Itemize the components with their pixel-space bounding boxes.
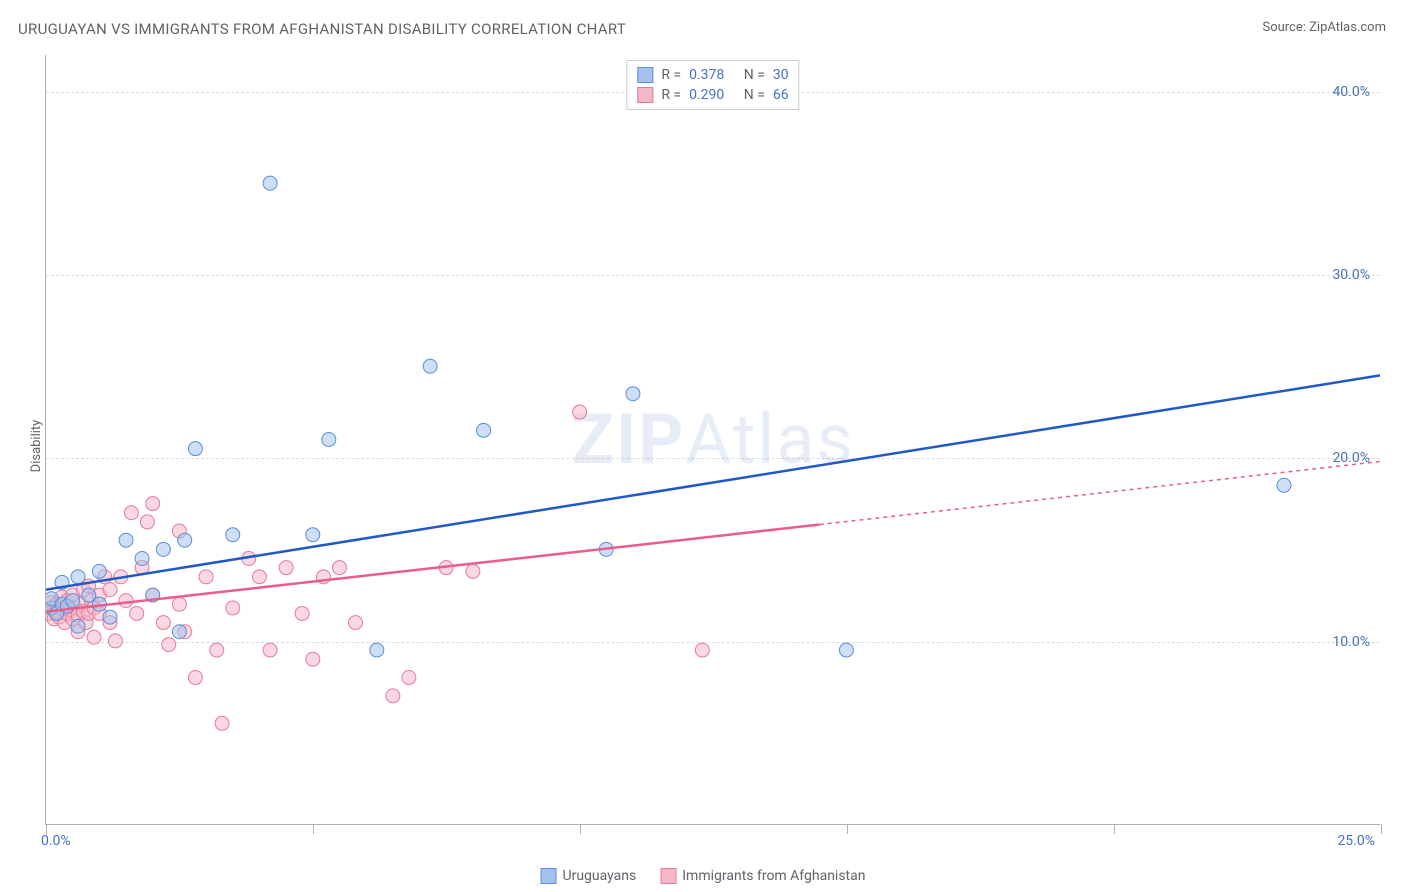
series-legend: Uruguayans Immigrants from Afghanistan bbox=[541, 868, 866, 884]
n-value: 66 bbox=[773, 87, 789, 103]
legend-row-series-1: R = 0.378 N = 30 bbox=[637, 65, 788, 85]
legend-swatch-series-2 bbox=[637, 87, 653, 103]
source-attribution: Source: ZipAtlas.com bbox=[1262, 20, 1386, 35]
chart-title: URUGUAYAN VS IMMIGRANTS FROM AFGHANISTAN… bbox=[18, 20, 626, 38]
legend-label: Immigrants from Afghanistan bbox=[682, 868, 865, 884]
y-axis-label: Disability bbox=[29, 420, 44, 473]
chart-plot-area: ZIPAtlas R = 0.378 N = 30 R = 0.290 N = … bbox=[45, 55, 1380, 825]
r-label: R = bbox=[661, 87, 681, 103]
legend-row-series-2: R = 0.290 N = 66 bbox=[637, 85, 788, 105]
legend-item-series-1: Uruguayans bbox=[541, 868, 637, 884]
r-label: R = bbox=[661, 67, 681, 83]
r-value: 0.290 bbox=[689, 87, 724, 103]
x-tick-label: 25.0% bbox=[1337, 833, 1375, 849]
x-tick-label: 0.0% bbox=[41, 833, 71, 849]
r-value: 0.378 bbox=[689, 67, 724, 83]
scatter-plot-svg bbox=[46, 55, 1380, 824]
legend-swatch-series-1 bbox=[541, 868, 557, 884]
correlation-legend: R = 0.378 N = 30 R = 0.290 N = 66 bbox=[626, 60, 799, 110]
legend-item-series-2: Immigrants from Afghanistan bbox=[660, 868, 865, 884]
legend-swatch-series-2 bbox=[660, 868, 676, 884]
legend-label: Uruguayans bbox=[563, 868, 637, 884]
n-label: N = bbox=[744, 67, 765, 83]
n-value: 30 bbox=[773, 67, 789, 83]
n-label: N = bbox=[744, 87, 765, 103]
legend-swatch-series-1 bbox=[637, 67, 653, 83]
